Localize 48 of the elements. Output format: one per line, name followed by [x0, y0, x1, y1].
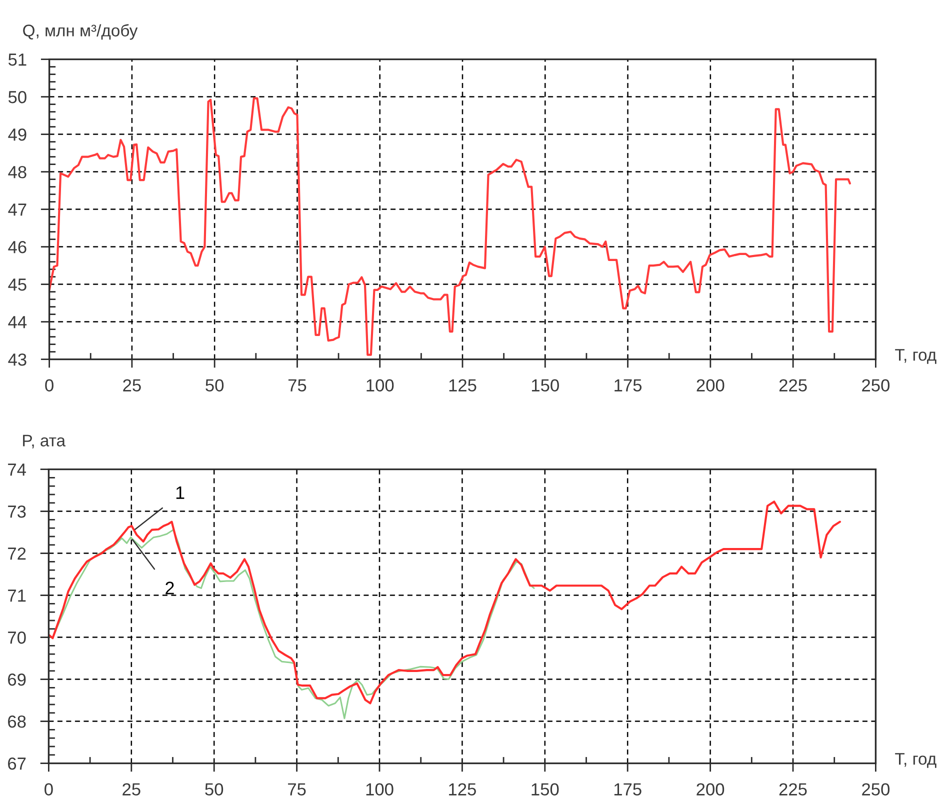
y-tick-label: 47	[8, 204, 26, 216]
y-tick-label: 70	[8, 631, 26, 644]
annotation: 2	[166, 582, 174, 594]
x-tick-label: 150	[532, 379, 559, 392]
y-tick-label: 51	[8, 54, 26, 66]
y-tick-label: 46	[8, 240, 26, 254]
x-tick-label: 125	[449, 379, 476, 392]
x-tick-label: 25	[123, 379, 141, 392]
y-tick-label: 68	[8, 715, 26, 728]
x-tick-label: 75	[288, 783, 306, 796]
y-tick-label: 72	[8, 547, 26, 560]
line-series	[48, 529, 535, 720]
y-tick-label: 74	[8, 464, 26, 476]
y-tick-label: 48	[8, 166, 26, 178]
y-tick-label: 49	[8, 128, 26, 141]
x-tick-label: 250	[862, 379, 890, 392]
x-tick-label: 175	[614, 379, 642, 392]
y-tick-label: 45	[8, 278, 26, 291]
x-tick-label: 100	[366, 379, 394, 392]
x-tick-label: 200	[696, 379, 724, 392]
y-tick-label: 71	[8, 590, 26, 602]
x-tick-label: 0	[45, 379, 54, 392]
x-tick-label: 200	[696, 783, 724, 796]
x-tick-label: 75	[288, 379, 306, 392]
y-tick-label: 73	[8, 505, 26, 518]
x-axis-title: T, год	[895, 753, 936, 768]
y-tick-label: 69	[8, 673, 26, 686]
y-tick-label: 44	[8, 316, 27, 328]
x-tick-label: 100	[366, 783, 394, 796]
x-tick-label: 175	[614, 783, 642, 796]
x-tick-label: 50	[206, 379, 224, 392]
x-tick-label: 225	[779, 379, 807, 392]
annotation: 1	[176, 486, 184, 499]
y-axis-title: Q, млн м³/добу	[23, 24, 138, 40]
x-tick-label: 150	[532, 783, 559, 796]
y-tick-label: 50	[8, 90, 26, 104]
line-series	[48, 500, 842, 704]
x-tick-label: 225	[779, 783, 807, 796]
x-tick-label: 250	[862, 783, 890, 796]
y-tick-label: 67	[8, 757, 26, 770]
x-tick-label: 25	[122, 783, 140, 796]
line-series	[49, 97, 851, 356]
y-axis-title: P, ата	[23, 434, 66, 448]
y-tick-label: 43	[8, 353, 26, 366]
x-tick-label: 50	[205, 783, 224, 796]
x-tick-label: 0	[44, 783, 53, 796]
x-tick-label: 125	[449, 783, 476, 796]
x-axis-title: T, год	[895, 349, 936, 364]
